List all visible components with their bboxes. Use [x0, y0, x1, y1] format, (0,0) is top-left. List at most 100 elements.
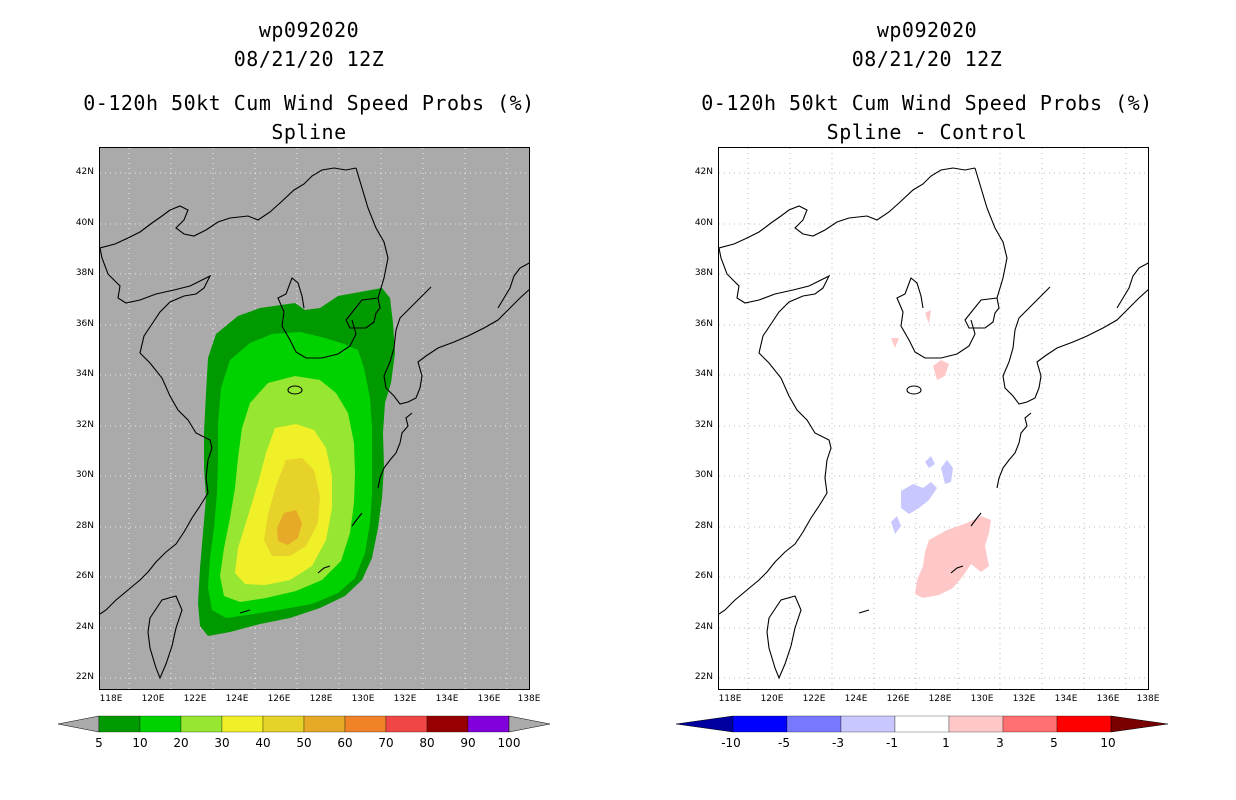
lat-label: 26N: [694, 571, 713, 581]
lat-label: 28N: [694, 521, 713, 531]
colorbar-swatch: [139, 715, 182, 733]
probability-colorbar: [58, 715, 551, 733]
colorbar-swatch: [303, 715, 346, 733]
method-title: Spline - Control: [826, 120, 1028, 144]
colorbar-swatch: [840, 715, 896, 733]
positive-diff-region: [915, 516, 991, 598]
lon-label: 124E: [225, 694, 249, 704]
lat-label: 42N: [694, 167, 713, 177]
lon-label: 118E: [718, 694, 742, 704]
lat-label: 36N: [75, 319, 94, 329]
lon-label: 132E: [393, 694, 417, 704]
positive-diff-region: [933, 360, 949, 380]
lon-label: 124E: [844, 694, 868, 704]
lat-label: 32N: [75, 420, 94, 430]
lon-label: 130E: [351, 694, 375, 704]
gridlines: [719, 148, 1148, 689]
colorbar-label: -5: [778, 736, 790, 750]
lat-label: 28N: [75, 521, 94, 531]
lat-label: 40N: [694, 218, 713, 228]
lon-label: 122E: [183, 694, 207, 704]
colorbar-swatch: [180, 715, 223, 733]
lon-label: 122E: [802, 694, 826, 704]
colorbar-label: 5: [95, 736, 103, 750]
lon-label: 128E: [309, 694, 333, 704]
colorbar-high-triangle: [1110, 715, 1169, 733]
colorbar-label: -1: [886, 736, 898, 750]
colorbar-label: 80: [419, 736, 435, 750]
positive-diff-region: [891, 338, 899, 348]
storm-id-title: wp092020: [258, 18, 360, 42]
lat-label: 34N: [694, 369, 713, 379]
difference-map-svg: [719, 148, 1148, 689]
method-title: Spline: [271, 120, 347, 144]
lat-label: 30N: [694, 470, 713, 480]
colorbar-label: 20: [173, 736, 189, 750]
lat-label: 30N: [75, 470, 94, 480]
colorbar-swatch: [262, 715, 305, 733]
negative-diff-region: [925, 456, 935, 468]
lon-label: 118E: [99, 694, 123, 704]
lat-label: 40N: [75, 218, 94, 228]
storm-id-title: wp092020: [876, 18, 978, 42]
colorbar-label: 40: [255, 736, 271, 750]
colorbar-label: 10: [132, 736, 148, 750]
colorbar-low-triangle: [58, 715, 100, 733]
difference-contours: [891, 310, 991, 598]
colorbar-swatch: [467, 715, 510, 733]
coastlines: [100, 167, 529, 680]
lon-label: 130E: [970, 694, 994, 704]
colorbar-swatch: [344, 715, 387, 733]
product-title: 0-120h 50kt Cum Wind Speed Probs (%): [83, 91, 535, 115]
colorbar-swatch: [221, 715, 264, 733]
datetime-title: 08/21/20 12Z: [851, 47, 1003, 71]
colorbar-swatch: [732, 715, 788, 733]
colorbar-swatch: [1056, 715, 1112, 733]
lon-label: 136E: [1096, 694, 1120, 704]
colorbar-swatch: [948, 715, 1004, 733]
lon-label: 136E: [477, 694, 501, 704]
colorbar-swatch: [426, 715, 469, 733]
lon-label: 126E: [267, 694, 291, 704]
lon-label: 134E: [1054, 694, 1078, 704]
difference-map: [718, 147, 1149, 690]
lon-label: 120E: [760, 694, 784, 704]
colorbar-label: 100: [497, 736, 521, 750]
colorbar-label: 1: [942, 736, 950, 750]
probability-contours: [198, 288, 395, 636]
colorbar-label: 10: [1100, 736, 1116, 750]
lat-label: 38N: [75, 268, 94, 278]
datetime-title: 08/21/20 12Z: [233, 47, 385, 71]
contour-50pct: [277, 510, 302, 545]
probability-map-svg: [100, 148, 529, 689]
positive-diff-region: [925, 310, 931, 324]
lat-label: 34N: [75, 369, 94, 379]
negative-diff-region: [901, 482, 937, 514]
lon-label: 132E: [1012, 694, 1036, 704]
colorbar-label: 50: [296, 736, 312, 750]
colorbar-high-triangle: [508, 715, 551, 733]
colorbar-low-triangle: [676, 715, 734, 733]
coastlines: [719, 167, 1148, 680]
colorbar-swatch: [98, 715, 141, 733]
colorbar-label: -10: [721, 736, 741, 750]
lat-label: 26N: [75, 571, 94, 581]
product-title: 0-120h 50kt Cum Wind Speed Probs (%): [701, 91, 1153, 115]
colorbar-swatch: [894, 715, 950, 733]
negative-diff-region: [891, 516, 901, 534]
probability-map: [99, 147, 530, 690]
lat-label: 36N: [694, 319, 713, 329]
lat-label: 32N: [694, 420, 713, 430]
colorbar-label: 70: [378, 736, 394, 750]
left-panel: wp092020 08/21/20 12Z 0-120h 50kt Cum Wi…: [58, 18, 551, 750]
colorbar-swatch: [786, 715, 842, 733]
colorbar-label: 30: [214, 736, 230, 750]
lon-label: 134E: [435, 694, 459, 704]
colorbar-label: -3: [832, 736, 844, 750]
colorbar-swatch: [1002, 715, 1058, 733]
lat-label: 24N: [75, 622, 94, 632]
lon-label: 120E: [141, 694, 165, 704]
lon-label: 126E: [886, 694, 910, 704]
colorbar-label: 5: [1050, 736, 1058, 750]
lat-label: 24N: [694, 622, 713, 632]
